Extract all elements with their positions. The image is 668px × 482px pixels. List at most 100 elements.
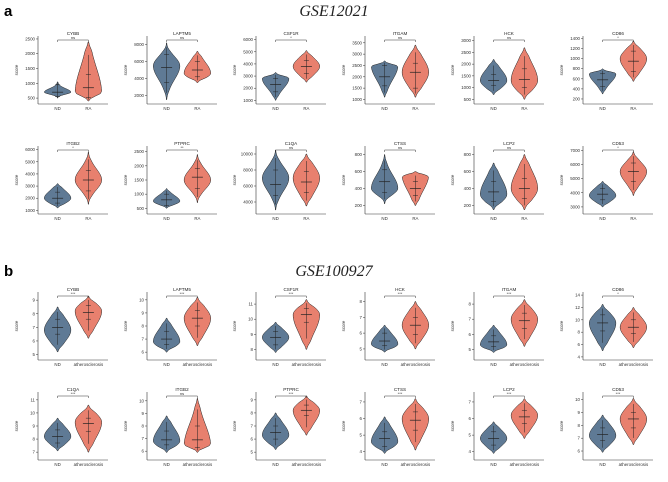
y-tick-label: 3000	[570, 204, 580, 209]
significance-bracket	[493, 149, 525, 152]
significance-bracket	[384, 39, 416, 42]
category-label: RA	[412, 106, 418, 111]
y-tick-label: 6000	[25, 147, 35, 152]
category-label: RA	[194, 106, 200, 111]
y-tick-label: 2500	[461, 50, 471, 55]
significance-label: *	[72, 145, 74, 150]
category-label: ND	[54, 106, 60, 111]
y-tick-label: 5	[33, 352, 36, 357]
category-label: ND	[599, 216, 605, 221]
violin-chart-b-c1qa: 7 8 9 10 11 score C1QA ND atherosclerosis ***	[14, 387, 108, 467]
y-tick-label: 7	[469, 317, 472, 322]
category-label: ND	[599, 462, 605, 467]
y-tick-label: 2000	[352, 74, 362, 79]
y-tick-label: 2500	[25, 36, 35, 41]
y-tick-label: 400	[573, 86, 581, 91]
y-tick-label: 3000	[352, 52, 362, 57]
y-tick-label: 800	[355, 152, 363, 157]
y-axis-label: score	[14, 174, 19, 185]
y-tick-label: 200	[573, 96, 581, 101]
category-label: RA	[303, 106, 309, 111]
category-label: atherosclerosis	[401, 362, 431, 367]
violin-chart-a-hck: 500 1000 1500 2000 2500 3000 score HCK ND RA ns	[450, 31, 544, 111]
violin-chart-b-ctss: 4 5 6 7 score CTSS ND atherosclerosis ***	[341, 387, 435, 467]
y-tick-label: 1000	[243, 98, 253, 103]
category-label: ND	[163, 362, 169, 367]
significance-label: ***	[289, 291, 294, 296]
y-tick-label: 1500	[25, 66, 35, 71]
category-label: RA	[630, 216, 636, 221]
violin-chart-b-cd86: 4 6 8 10 12 14 score CD86 ND atherosclerosis *	[559, 287, 653, 367]
category-label: RA	[630, 106, 636, 111]
significance-bracket	[57, 295, 89, 298]
significance-bracket	[57, 395, 89, 398]
significance-label: ns	[507, 35, 511, 40]
y-axis-label: score	[14, 320, 19, 331]
y-tick-label: 200	[355, 203, 363, 208]
category-label: RA	[85, 216, 91, 221]
y-tick-label: 6	[360, 416, 363, 421]
significance-label: ns	[507, 145, 511, 150]
significance-label: ns	[71, 35, 75, 40]
category-label: ND	[272, 106, 278, 111]
category-label: ND	[381, 216, 387, 221]
chart-title: PTPRC	[283, 387, 299, 392]
y-axis-label: score	[450, 320, 455, 331]
y-tick-label: 9	[33, 298, 36, 303]
significance-label: ***	[71, 391, 76, 396]
significance-label: ns	[398, 35, 402, 40]
chart-title: ITGB2	[175, 387, 189, 392]
y-tick-label: 6	[33, 338, 36, 343]
y-tick-label: 6	[360, 331, 363, 336]
y-axis-label: score	[123, 420, 128, 431]
y-tick-label: 12	[575, 305, 580, 310]
category-label: atherosclerosis	[292, 462, 322, 467]
chart-title: ITGB2	[66, 141, 80, 146]
category-label: ND	[490, 462, 496, 467]
y-axis-label: score	[232, 420, 237, 431]
significance-bracket	[275, 295, 307, 298]
y-axis-label: score	[450, 64, 455, 75]
violin-chart-b-cybb: 5 6 7 8 9 score CYBB ND atherosclerosis ***	[14, 287, 108, 367]
y-tick-label: 7	[33, 450, 36, 455]
panel-b-label: b	[4, 263, 13, 280]
y-tick-label: 1500	[134, 178, 144, 183]
significance-label: *	[617, 35, 619, 40]
significance-bracket	[275, 395, 307, 398]
category-label: ND	[272, 462, 278, 467]
category-label: atherosclerosis	[183, 462, 213, 467]
y-tick-label: 7	[578, 436, 581, 441]
significance-label: ns	[398, 145, 402, 150]
significance-bracket	[384, 149, 416, 152]
y-tick-label: 2000	[25, 51, 35, 56]
category-label: ND	[163, 462, 169, 467]
chart-title: HCK	[504, 31, 515, 36]
chart-title: CTSS	[394, 387, 406, 392]
y-tick-label: 8	[142, 324, 145, 329]
category-label: RA	[194, 216, 200, 221]
y-tick-label: 6000	[570, 162, 580, 167]
y-tick-label: 7000	[570, 148, 580, 153]
significance-bracket	[166, 149, 198, 152]
y-tick-label: 8	[578, 330, 581, 335]
chart-title: C1QA	[67, 387, 80, 392]
category-label: RA	[412, 216, 418, 221]
y-tick-label: 10000	[241, 152, 254, 157]
y-tick-label: 1000	[352, 97, 362, 102]
y-axis-label: score	[341, 420, 346, 431]
y-tick-label: 8	[251, 347, 254, 352]
y-tick-label: 2000	[461, 62, 471, 67]
y-tick-label: 7	[360, 399, 363, 404]
y-axis-label: score	[341, 64, 346, 75]
y-axis-label: score	[341, 320, 346, 331]
y-tick-label: 400	[355, 186, 363, 191]
y-axis-label: score	[450, 420, 455, 431]
y-tick-label: 5	[469, 433, 472, 438]
chart-title: PTPRC	[174, 141, 190, 146]
panel-b-title: GSE100927	[295, 263, 373, 280]
y-axis-label: score	[341, 174, 346, 185]
category-label: ND	[163, 216, 169, 221]
chart-title: CSF1R	[283, 31, 299, 36]
y-tick-label: 500	[464, 97, 472, 102]
category-label: ND	[381, 362, 387, 367]
